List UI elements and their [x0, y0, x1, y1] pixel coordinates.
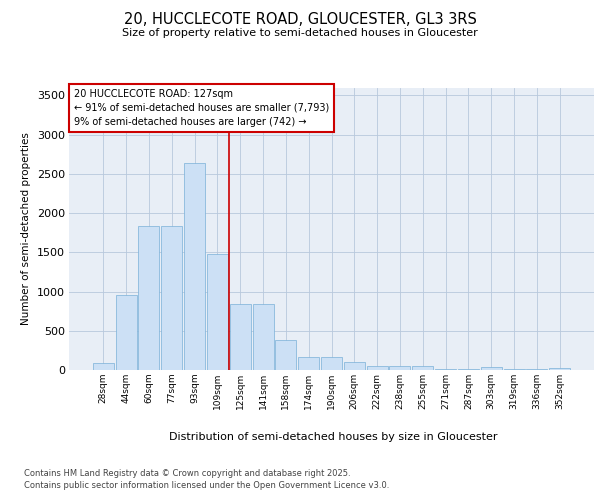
Bar	[458, 369, 479, 370]
Text: Size of property relative to semi-detached houses in Gloucester: Size of property relative to semi-detach…	[122, 28, 478, 38]
Bar	[161, 226, 182, 370]
Bar	[298, 357, 319, 370]
Bar	[344, 362, 365, 370]
Bar	[412, 366, 433, 370]
Bar	[526, 369, 547, 370]
Bar	[367, 366, 388, 370]
Bar	[435, 369, 456, 370]
Bar	[321, 357, 342, 370]
Text: 20, HUCCLECOTE ROAD, GLOUCESTER, GL3 3RS: 20, HUCCLECOTE ROAD, GLOUCESTER, GL3 3RS	[124, 12, 476, 28]
Y-axis label: Number of semi-detached properties: Number of semi-detached properties	[21, 132, 31, 325]
Bar	[275, 340, 296, 370]
Bar	[549, 368, 570, 370]
Text: Contains public sector information licensed under the Open Government Licence v3: Contains public sector information licen…	[24, 481, 389, 490]
Text: 20 HUCCLECOTE ROAD: 127sqm
← 91% of semi-detached houses are smaller (7,793)
9% : 20 HUCCLECOTE ROAD: 127sqm ← 91% of semi…	[74, 89, 329, 127]
Bar	[93, 363, 114, 370]
Bar	[207, 254, 228, 370]
Text: Distribution of semi-detached houses by size in Gloucester: Distribution of semi-detached houses by …	[169, 432, 497, 442]
Bar	[230, 304, 251, 370]
Bar	[116, 296, 137, 370]
Bar	[503, 369, 524, 370]
Text: Contains HM Land Registry data © Crown copyright and database right 2025.: Contains HM Land Registry data © Crown c…	[24, 469, 350, 478]
Bar	[389, 366, 410, 370]
Bar	[139, 226, 160, 370]
Bar	[481, 367, 502, 370]
Bar	[184, 163, 205, 370]
Bar	[253, 304, 274, 370]
